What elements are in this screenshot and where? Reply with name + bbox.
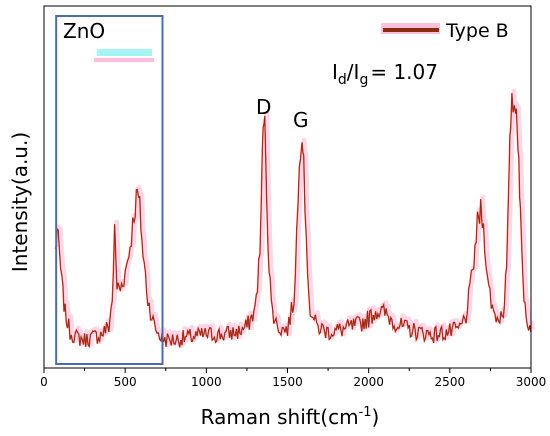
y-axis-title: Intensity(a.u.) [8, 132, 32, 272]
axes: 0 500 1000 1500 2000 2500 3000 [40, 5, 547, 389]
series-line-type-b [55, 93, 532, 348]
x-tick-label-5: 2500 [435, 375, 466, 389]
x-tick-label-0: 0 [40, 375, 48, 389]
legend-label: Type B [445, 20, 509, 42]
g-peak-label: G [293, 108, 309, 132]
x-tick-label-1: 500 [114, 375, 137, 389]
intensity-ratio-label: Id/Ig = 1.07 [332, 60, 438, 88]
zno-label-mark-cyan [97, 49, 152, 56]
x-tick-label-4: 2000 [353, 375, 384, 389]
plot-area [54, 15, 536, 365]
annotation-layer: ZnO D G Id/Ig = 1.07 [63, 19, 438, 132]
x-tick-label-3: 1500 [272, 375, 303, 389]
x-tick-label-6: 3000 [516, 375, 547, 389]
x-axis-title: Raman shift(cm-1) [201, 405, 380, 429]
zno-label-mark-pink [94, 58, 154, 62]
zno-highlight-box [55, 15, 164, 365]
d-peak-label: D [256, 95, 271, 119]
legend: Type B [381, 20, 509, 42]
x-tick-label-2: 1000 [191, 375, 222, 389]
zno-label: ZnO [63, 19, 105, 43]
